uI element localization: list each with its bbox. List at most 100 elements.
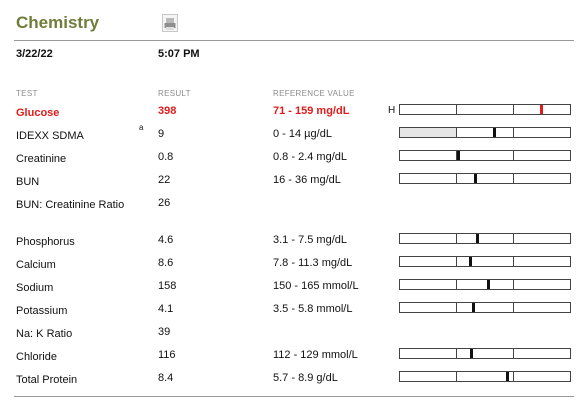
range-segment <box>400 349 457 358</box>
test-name: Creatinine <box>16 153 67 165</box>
range-indicator-bar <box>399 348 571 359</box>
print-icon[interactable] <box>162 14 178 32</box>
range-segment <box>457 280 514 289</box>
range-segment <box>514 234 570 243</box>
range-indicator-bar <box>399 371 571 382</box>
result-marker <box>492 128 496 137</box>
table-row: BUN 22 16 - 36 mg/dL <box>0 173 582 194</box>
range-indicator-bar <box>399 279 571 290</box>
reference-range: 5.7 - 8.9 g/dL <box>273 372 338 384</box>
range-segment <box>457 174 514 183</box>
test-name: Chloride <box>16 351 57 363</box>
table-row: Sodium 158 150 - 165 mmol/L <box>0 279 582 300</box>
range-segment <box>457 151 514 160</box>
result-value: 398 <box>158 105 177 117</box>
range-segment <box>457 303 514 312</box>
range-segment <box>457 257 514 266</box>
reference-range: 0.8 - 2.4 mg/dL <box>273 151 347 163</box>
test-name: BUN: Creatinine Ratio <box>16 199 125 211</box>
table-row: Calcium 8.6 7.8 - 11.3 mg/dL <box>0 256 582 277</box>
range-indicator-bar <box>399 150 571 161</box>
test-name: BUN <box>16 176 40 188</box>
test-name: IDEXX SDMA <box>16 130 84 142</box>
reference-range: 16 - 36 mg/dL <box>273 174 341 186</box>
range-segment <box>457 234 514 243</box>
range-segment <box>400 280 457 289</box>
range-indicator-bar <box>399 256 571 267</box>
range-segment <box>400 257 457 266</box>
test-name: Glucose <box>16 107 60 119</box>
result-marker <box>470 349 474 358</box>
footnote-marker: a <box>139 123 144 132</box>
result-marker <box>473 174 477 183</box>
result-value: 158 <box>158 280 177 292</box>
range-segment <box>514 372 570 381</box>
result-value: 116 <box>158 349 176 361</box>
test-name: Na: K Ratio <box>16 328 73 340</box>
column-header-test: TEST <box>16 89 38 98</box>
abnormal-flag: H <box>388 105 396 116</box>
result-value: 8.6 <box>158 257 174 269</box>
test-name: Phosphorus <box>16 236 75 248</box>
result-value: 0.8 <box>158 151 174 163</box>
range-segment <box>400 174 457 183</box>
range-segment <box>514 303 570 312</box>
result-value: 26 <box>158 197 171 209</box>
footer-divider <box>14 396 574 397</box>
range-segment <box>457 349 514 358</box>
table-row: Phosphorus 4.6 3.1 - 7.5 mg/dL <box>0 233 582 254</box>
result-marker <box>475 234 479 243</box>
range-segment <box>514 174 570 183</box>
table-row: Creatinine 0.8 0.8 - 2.4 mg/dL <box>0 150 582 171</box>
range-segment <box>514 151 570 160</box>
range-segment <box>400 303 457 312</box>
table-row: Glucose 398 71 - 159 mg/dL H <box>0 104 582 125</box>
result-marker <box>456 151 460 160</box>
report-time: 5:07 PM <box>158 48 200 60</box>
test-name: Potassium <box>16 305 68 317</box>
result-value: 8.4 <box>158 372 174 384</box>
column-header-reference: REFERENCE VALUE <box>273 89 355 98</box>
result-marker <box>487 280 491 289</box>
result-value: 4.6 <box>158 234 174 246</box>
reference-range: 3.5 - 5.8 mmol/L <box>273 303 353 315</box>
range-segment <box>514 349 570 358</box>
table-row: Total Protein 8.4 5.7 - 8.9 g/dL <box>0 371 582 392</box>
result-value: 39 <box>158 326 171 338</box>
report-date: 3/22/22 <box>16 48 53 60</box>
range-indicator-bar <box>399 233 571 244</box>
range-segment <box>400 151 457 160</box>
result-value: 4.1 <box>158 303 174 315</box>
range-segment <box>514 257 570 266</box>
test-name: Total Protein <box>16 374 78 386</box>
test-name: Sodium <box>16 282 54 294</box>
range-indicator-bar <box>399 104 571 115</box>
reference-range: 0 - 14 µg/dL <box>273 128 332 140</box>
range-segment <box>514 280 570 289</box>
range-segment <box>400 372 457 381</box>
range-indicator-bar <box>399 127 571 138</box>
column-header-result: RESULT <box>158 89 191 98</box>
range-segment <box>400 105 457 114</box>
table-row: Potassium 4.1 3.5 - 5.8 mmol/L <box>0 302 582 323</box>
result-value: 22 <box>158 174 171 186</box>
range-segment <box>400 234 457 243</box>
header-divider <box>14 40 574 41</box>
range-segment <box>514 128 570 137</box>
reference-range: 7.8 - 11.3 mg/dL <box>273 257 353 269</box>
result-marker <box>506 372 510 381</box>
reference-range: 150 - 165 mmol/L <box>273 280 359 292</box>
page-title: Chemistry <box>16 13 100 32</box>
range-segment <box>457 105 514 114</box>
range-segment <box>457 128 514 137</box>
test-name: Calcium <box>16 259 56 271</box>
table-row: Chloride 116 112 - 129 mmol/L <box>0 348 582 369</box>
range-segment <box>457 372 514 381</box>
range-segment <box>400 128 457 137</box>
range-indicator-bar <box>399 302 571 313</box>
table-row: Na: K Ratio 39 <box>0 326 582 346</box>
result-value: 9 <box>158 128 165 140</box>
result-marker <box>472 303 476 312</box>
reference-range: 112 - 129 mmol/L <box>273 349 358 361</box>
reference-range: 3.1 - 7.5 mg/dL <box>273 234 347 246</box>
